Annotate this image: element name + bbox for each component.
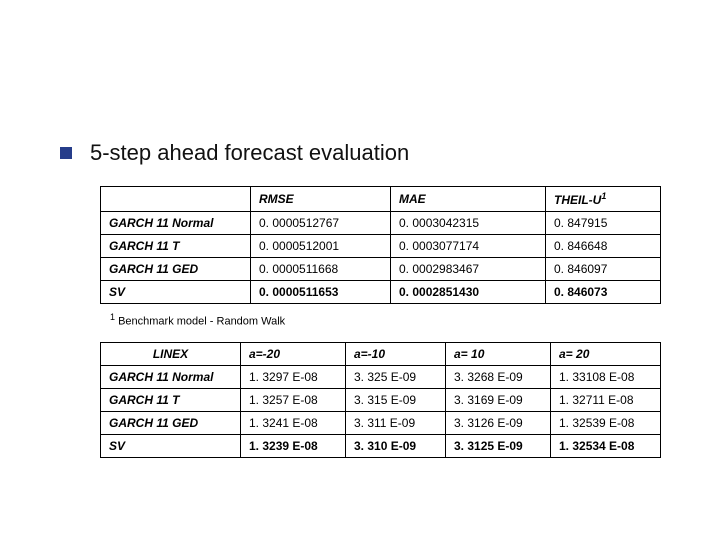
header-a-10: a= 10 xyxy=(446,342,551,365)
cell: 1. 32711 E-08 xyxy=(551,388,661,411)
cell: 0. 0003077174 xyxy=(391,235,546,258)
header-a-neg20: a=-20 xyxy=(241,342,346,365)
cell: 0. 0000511653 xyxy=(251,281,391,304)
page-title: 5-step ahead forecast evaluation xyxy=(90,140,409,166)
cell: 1. 3241 E-08 xyxy=(241,411,346,434)
row-label: GARCH 11 GED xyxy=(101,411,241,434)
cell: 0. 0002983467 xyxy=(391,258,546,281)
row-label: GARCH 11 T xyxy=(101,388,241,411)
footnote-marker: 1 xyxy=(110,312,115,322)
cell: 3. 325 E-09 xyxy=(346,365,446,388)
row-label: GARCH 11 Normal xyxy=(101,365,241,388)
table-header-row: RMSE MAE THEIL-U1 xyxy=(101,187,661,212)
header-blank xyxy=(101,187,251,212)
cell: 3. 311 E-09 xyxy=(346,411,446,434)
bullet-icon xyxy=(60,147,72,159)
row-label: SV xyxy=(101,434,241,457)
cell: 0. 0000512001 xyxy=(251,235,391,258)
header-a-neg10: a=-10 xyxy=(346,342,446,365)
cell: 0. 0000511668 xyxy=(251,258,391,281)
header-theil: THEIL-U1 xyxy=(546,187,661,212)
header-mae: MAE xyxy=(391,187,546,212)
cell: 3. 315 E-09 xyxy=(346,388,446,411)
table-row: GARCH 11 T1. 3257 E-083. 315 E-093. 3169… xyxy=(101,388,661,411)
title-row: 5-step ahead forecast evaluation xyxy=(60,140,670,166)
header-linex: LINEX xyxy=(101,342,241,365)
header-theil-sup: 1 xyxy=(601,191,606,201)
row-label: GARCH 11 GED xyxy=(101,258,251,281)
cell: 0. 0002851430 xyxy=(391,281,546,304)
row-label: GARCH 11 T xyxy=(101,235,251,258)
cell: 1. 32534 E-08 xyxy=(551,434,661,457)
table-row: GARCH 11 T0. 00005120010. 00030771740. 8… xyxy=(101,235,661,258)
cell: 0. 0000512767 xyxy=(251,212,391,235)
row-label: GARCH 11 Normal xyxy=(101,212,251,235)
table-row: GARCH 11 Normal1. 3297 E-083. 325 E-093.… xyxy=(101,365,661,388)
slide: 5-step ahead forecast evaluation RMSE MA… xyxy=(0,0,720,540)
header-a-20: a= 20 xyxy=(551,342,661,365)
row-label: SV xyxy=(101,281,251,304)
cell: 1. 3239 E-08 xyxy=(241,434,346,457)
table-metrics: RMSE MAE THEIL-U1 GARCH 11 Normal0. 0000… xyxy=(100,186,661,304)
cell: 1. 33108 E-08 xyxy=(551,365,661,388)
footnote-text: Benchmark model - Random Walk xyxy=(118,316,285,328)
table-header-row: LINEX a=-20 a=-10 a= 10 a= 20 xyxy=(101,342,661,365)
table-row: GARCH 11 Normal0. 00005127670. 000304231… xyxy=(101,212,661,235)
cell: 0. 0003042315 xyxy=(391,212,546,235)
footnote: 1 Benchmark model - Random Walk xyxy=(110,312,670,328)
cell: 0. 846073 xyxy=(546,281,661,304)
cell: 3. 3125 E-09 xyxy=(446,434,551,457)
header-theil-label: THEIL-U xyxy=(554,193,601,207)
cell: 1. 3297 E-08 xyxy=(241,365,346,388)
cell: 3. 3126 E-09 xyxy=(446,411,551,434)
table-row: SV1. 3239 E-083. 310 E-093. 3125 E-091. … xyxy=(101,434,661,457)
table-row: GARCH 11 GED1. 3241 E-083. 311 E-093. 31… xyxy=(101,411,661,434)
cell: 3. 3268 E-09 xyxy=(446,365,551,388)
cell: 1. 3257 E-08 xyxy=(241,388,346,411)
table-row: SV0. 00005116530. 00028514300. 846073 xyxy=(101,281,661,304)
header-rmse: RMSE xyxy=(251,187,391,212)
table-row: GARCH 11 GED0. 00005116680. 00029834670.… xyxy=(101,258,661,281)
cell: 0. 846648 xyxy=(546,235,661,258)
cell: 3. 3169 E-09 xyxy=(446,388,551,411)
cell: 1. 32539 E-08 xyxy=(551,411,661,434)
table-linex: LINEX a=-20 a=-10 a= 10 a= 20 GARCH 11 N… xyxy=(100,342,661,458)
cell: 0. 847915 xyxy=(546,212,661,235)
cell: 0. 846097 xyxy=(546,258,661,281)
cell: 3. 310 E-09 xyxy=(346,434,446,457)
